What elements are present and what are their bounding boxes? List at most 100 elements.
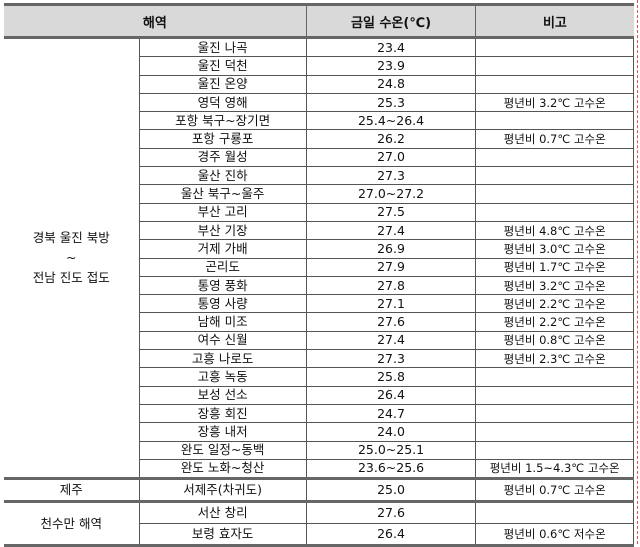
site-cell: 부산 고리 [138, 202, 307, 222]
table-row: 경주 월성 27.0 [4, 147, 634, 168]
site-cell: 곤리도 [138, 257, 307, 277]
temp-cell: 27.5 [305, 202, 477, 222]
table-row: 천수만 해역 서산 창리 27.6 [4, 501, 634, 547]
temp-cell: 27.0~27.2 [305, 184, 477, 204]
note-cell: 평년비 1.5~4.3℃ 고수온 [475, 458, 634, 481]
note-cell: 평년비 2.2℃ 고수온 [475, 294, 634, 314]
table-row: 포항 북구~장기면 25.4~26.4 [4, 111, 634, 131]
temp-cell: 26.4 [305, 523, 477, 547]
table-row: 울진 온양 24.8 [4, 74, 634, 94]
site-cell: 울산 북구~울주 [138, 184, 307, 204]
site-cell: 울산 진하 [138, 166, 307, 186]
site-cell: 고흥 나로도 [138, 349, 307, 369]
note-cell: 평년비 3.0℃ 고수온 [475, 239, 634, 259]
site-cell: 통영 풍화 [138, 275, 307, 296]
note-cell [475, 74, 634, 94]
table-row: 완도 노화~청산 23.6~25.6 평년비 1.5~4.3℃ 고수온 [4, 458, 634, 481]
note-cell [475, 202, 634, 222]
header-row: 해역 금일 수온(℃) 비고 [4, 3, 634, 39]
temp-cell: 27.3 [305, 349, 477, 369]
note-cell: 평년비 0.7℃ 고수온 [475, 478, 634, 504]
temp-cell: 24.0 [305, 422, 477, 442]
temp-cell: 25.4~26.4 [305, 111, 477, 131]
note-cell [475, 56, 634, 76]
header-temp: 금일 수온(℃) [305, 3, 476, 39]
temp-cell: 25.8 [305, 367, 477, 387]
note-cell [475, 501, 634, 525]
temp-cell: 23.9 [305, 56, 477, 76]
note-cell [475, 385, 634, 405]
note-cell [475, 184, 634, 204]
site-cell: 통영 사량 [138, 294, 307, 314]
site-cell: 보령 효자도 [138, 523, 307, 547]
site-cell: 울진 나곡 [138, 36, 307, 58]
table-row: 포항 구룡포 26.2 평년비 0.7℃ 고수온 [4, 129, 634, 149]
site-cell: 울진 덕천 [138, 56, 307, 76]
temp-cell: 27.4 [305, 330, 477, 351]
site-cell: 고흥 녹동 [138, 367, 307, 387]
note-cell [475, 147, 634, 168]
temp-cell: 27.0 [305, 147, 477, 168]
temp-cell: 27.9 [305, 257, 477, 277]
temp-cell: 26.4 [305, 385, 477, 405]
note-cell: 평년비 0.7℃ 고수온 [475, 129, 634, 149]
site-cell: 울진 온양 [138, 74, 307, 94]
site-cell: 서제주(차귀도) [138, 478, 307, 504]
water-temperature-table: 해역 금일 수온(℃) 비고 경북 울진 북방 ~ 전남 진도 접도 울진 나곡 23.… [4, 3, 634, 547]
site-cell: 장흥 내저 [138, 422, 307, 442]
note-cell: 평년비 2.2℃ 고수온 [475, 312, 634, 332]
header-region: 해역 [4, 3, 307, 39]
site-cell: 장흥 회진 [138, 403, 307, 424]
region-label-line: 천수만 해역 [40, 515, 102, 531]
temp-cell: 25.0 [305, 478, 477, 504]
site-cell: 남해 미조 [138, 312, 307, 332]
site-cell: 보성 선소 [138, 385, 307, 405]
table-row: 장흥 회진 24.7 [4, 403, 634, 424]
note-cell [475, 403, 634, 424]
region-cell: 천수만 해역 [4, 501, 140, 547]
region-label-line: ~ [66, 250, 77, 266]
temp-cell: 26.2 [305, 129, 477, 149]
temp-cell: 27.3 [305, 166, 477, 186]
table-row: 부산 기장 27.4 평년비 4.8℃ 고수온 [4, 220, 634, 241]
note-cell: 평년비 2.3℃ 고수온 [475, 349, 634, 369]
note-cell [475, 111, 634, 131]
table-row: 경북 울진 북방 ~ 전남 진도 접도 울진 나곡 23.4 [4, 36, 634, 481]
table-row: 완도 일정~동백 25.0~25.1 [4, 440, 634, 460]
region-cell: 경북 울진 북방 ~ 전남 진도 접도 [4, 36, 140, 481]
temp-cell: 23.6~25.6 [305, 458, 477, 481]
temp-cell: 27.1 [305, 294, 477, 314]
temp-cell: 24.7 [305, 403, 477, 424]
site-cell: 완도 노화~청산 [138, 458, 307, 481]
table-row: 통영 사량 27.1 평년비 2.2℃ 고수온 [4, 294, 634, 314]
site-cell: 경주 월성 [138, 147, 307, 168]
table-row: 보성 선소 26.4 [4, 385, 634, 405]
region-cell: 제주 [4, 478, 140, 504]
site-cell: 거제 가배 [138, 239, 307, 259]
header-note: 비고 [475, 3, 634, 39]
note-cell [475, 36, 634, 58]
table-row: 남해 미조 27.6 평년비 2.2℃ 고수온 [4, 312, 634, 332]
table-row: 제주 서제주(차귀도) 25.0 평년비 0.7℃ 고수온 [4, 478, 634, 504]
table-row: 울산 북구~울주 27.0~27.2 [4, 184, 634, 204]
temp-cell: 24.8 [305, 74, 477, 94]
site-cell: 완도 일정~동백 [138, 440, 307, 460]
site-cell: 영덕 영해 [138, 92, 307, 113]
note-cell: 평년비 1.7℃ 고수온 [475, 257, 634, 277]
temp-cell: 25.0~25.1 [305, 440, 477, 460]
site-cell: 서산 창리 [138, 501, 307, 525]
site-cell: 포항 구룡포 [138, 129, 307, 149]
region-label-line: 경북 울진 북방 [32, 230, 110, 246]
table-body: 경북 울진 북방 ~ 전남 진도 접도 울진 나곡 23.4 울진 덕천 23.9 울진 온양… [4, 36, 634, 547]
note-cell: 평년비 0.8℃ 고수온 [475, 330, 634, 351]
region-label-line: 전남 진도 접도 [32, 270, 110, 286]
note-cell: 평년비 3.2℃ 고수온 [475, 92, 634, 113]
site-cell: 포항 북구~장기면 [138, 111, 307, 131]
page-edge-guide [637, 0, 638, 544]
temp-cell: 25.3 [305, 92, 477, 113]
temp-cell: 23.4 [305, 36, 477, 58]
temp-cell: 27.4 [305, 220, 477, 241]
region-label-line: 제주 [59, 482, 83, 498]
note-cell: 평년비 3.2℃ 고수온 [475, 275, 634, 296]
table-row: 여수 신월 27.4 평년비 0.8℃ 고수온 [4, 330, 634, 351]
